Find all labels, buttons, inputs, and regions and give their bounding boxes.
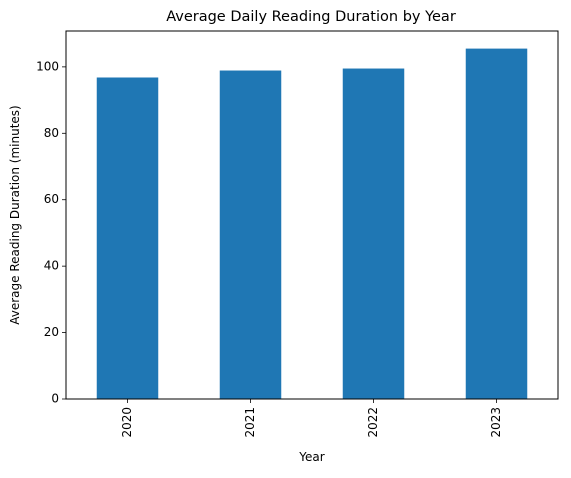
x-axis-label: Year (298, 450, 324, 464)
x-axis: 2020 2021 2022 2023 (120, 399, 503, 438)
bar-2023 (465, 48, 528, 400)
y-axis: 0 20 40 60 80 100 (36, 59, 66, 406)
y-tick-label-40: 40 (44, 259, 59, 273)
bar-2021 (219, 70, 282, 399)
chart-title: Average Daily Reading Duration by Year (166, 9, 456, 25)
bar-2022 (342, 68, 405, 399)
y-tick-label-0: 0 (51, 392, 59, 406)
x-tick-label-2020: 2020 (120, 407, 134, 438)
y-tick-label-100: 100 (36, 59, 59, 73)
x-tick-label-2021: 2021 (243, 407, 257, 438)
bar-2020 (96, 77, 159, 399)
y-axis-label: Average Reading Duration (minutes) (8, 105, 22, 325)
y-tick-label-20: 20 (44, 325, 59, 339)
x-tick-label-2023: 2023 (489, 407, 503, 438)
y-tick-label-80: 80 (44, 126, 59, 140)
x-tick-label-2022: 2022 (366, 407, 380, 438)
plot-frame (65, 30, 559, 400)
y-tick-label-60: 60 (44, 192, 59, 206)
bars-layer (96, 48, 528, 400)
